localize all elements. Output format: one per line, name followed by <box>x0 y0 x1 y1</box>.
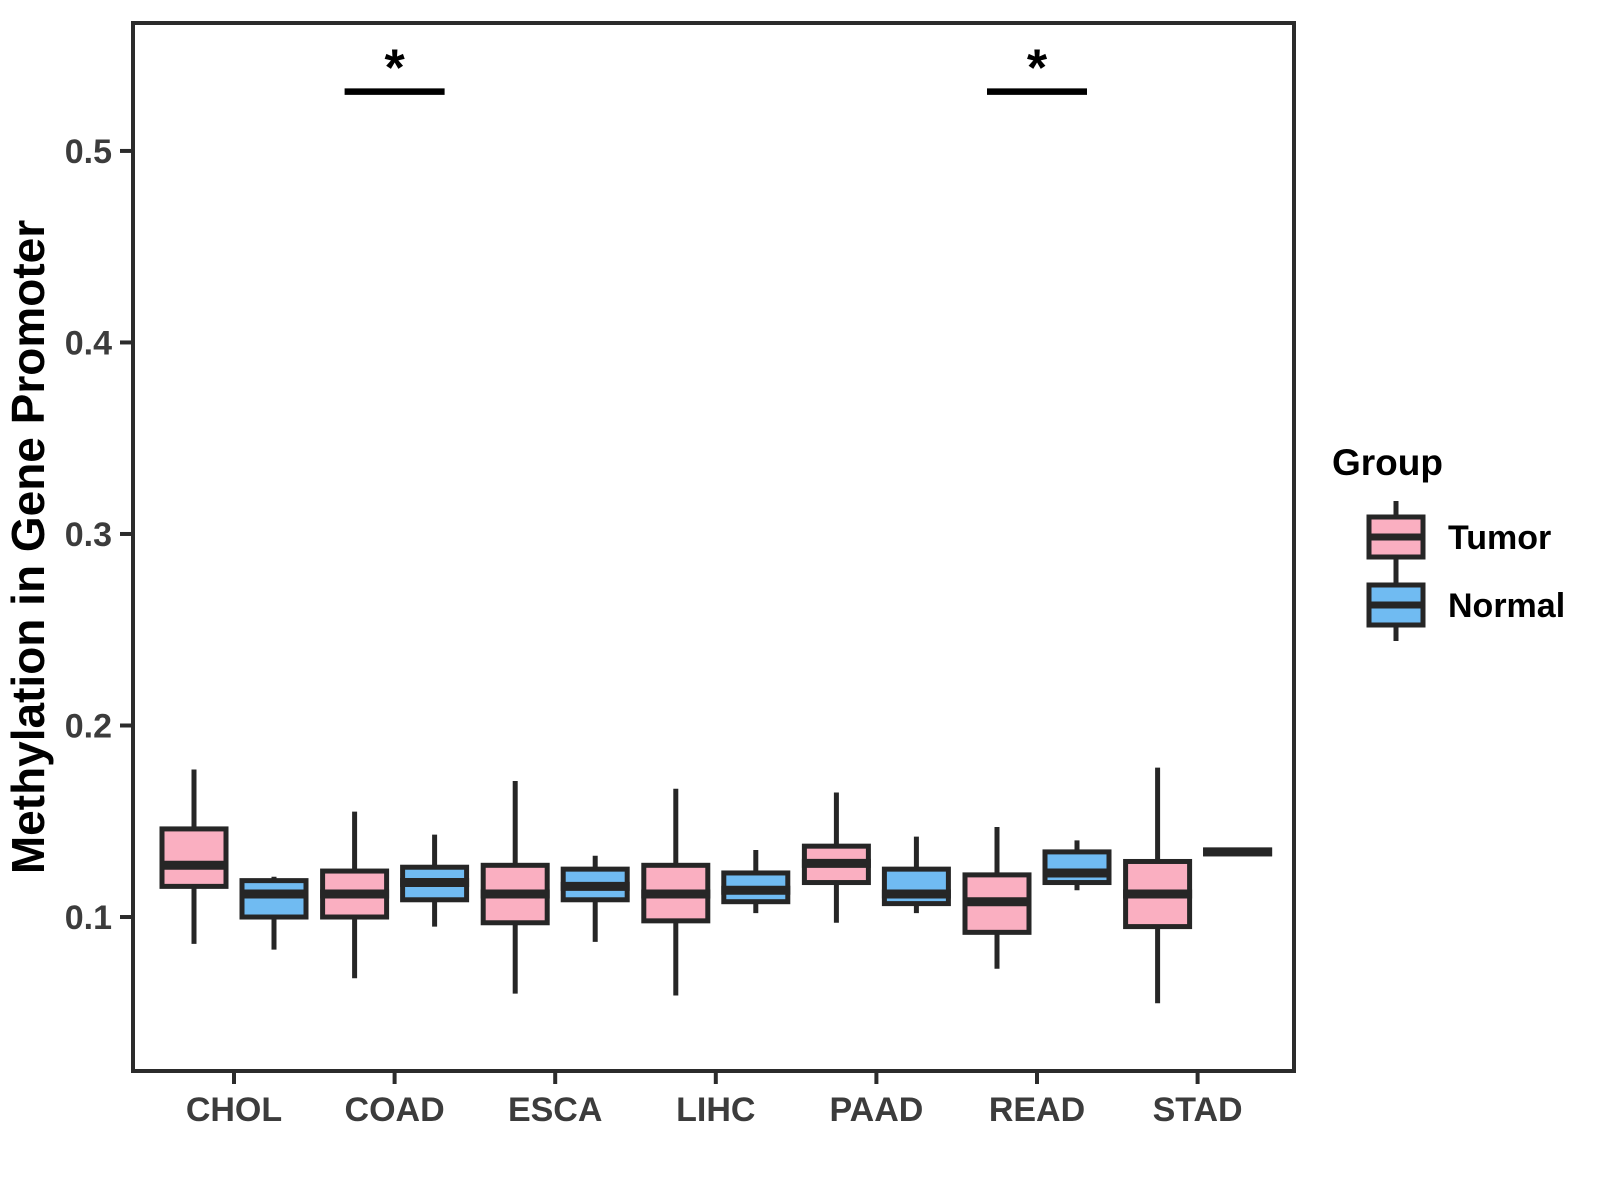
x-tick-label-read: READ <box>989 1091 1085 1129</box>
x-tick-label-paad: PAAD <box>829 1091 923 1129</box>
x-tick-label-lihc: LIHC <box>676 1091 755 1129</box>
legend-label-tumor: Tumor <box>1448 519 1551 557</box>
y-axis-title: Methylation in Gene Promoter <box>2 220 54 874</box>
y-tick-label: 0.1 <box>65 899 112 937</box>
x-tick-label-coad: COAD <box>345 1091 445 1129</box>
panel-border <box>131 21 1296 1073</box>
x-tick-label-chol: CHOL <box>186 1091 282 1129</box>
y-tick-label: 0.4 <box>65 324 112 362</box>
significance-star-coad: * <box>384 40 405 98</box>
boxplot-read-normal-box <box>1042 849 1112 886</box>
y-tick-label: 0.2 <box>65 707 112 745</box>
significance-star-read: * <box>1027 40 1048 98</box>
y-tick-label: 0.3 <box>65 516 112 554</box>
boxplot-chol-normal-box <box>239 878 309 920</box>
legend-title: Group <box>1332 442 1443 483</box>
legend-label-normal: Normal <box>1448 587 1565 625</box>
y-tick-label: 0.5 <box>65 133 112 171</box>
boxplot-chol-tumor-box <box>159 826 229 889</box>
x-tick-label-esca: ESCA <box>508 1091 602 1129</box>
x-tick-label-stad: STAD <box>1153 1091 1243 1129</box>
